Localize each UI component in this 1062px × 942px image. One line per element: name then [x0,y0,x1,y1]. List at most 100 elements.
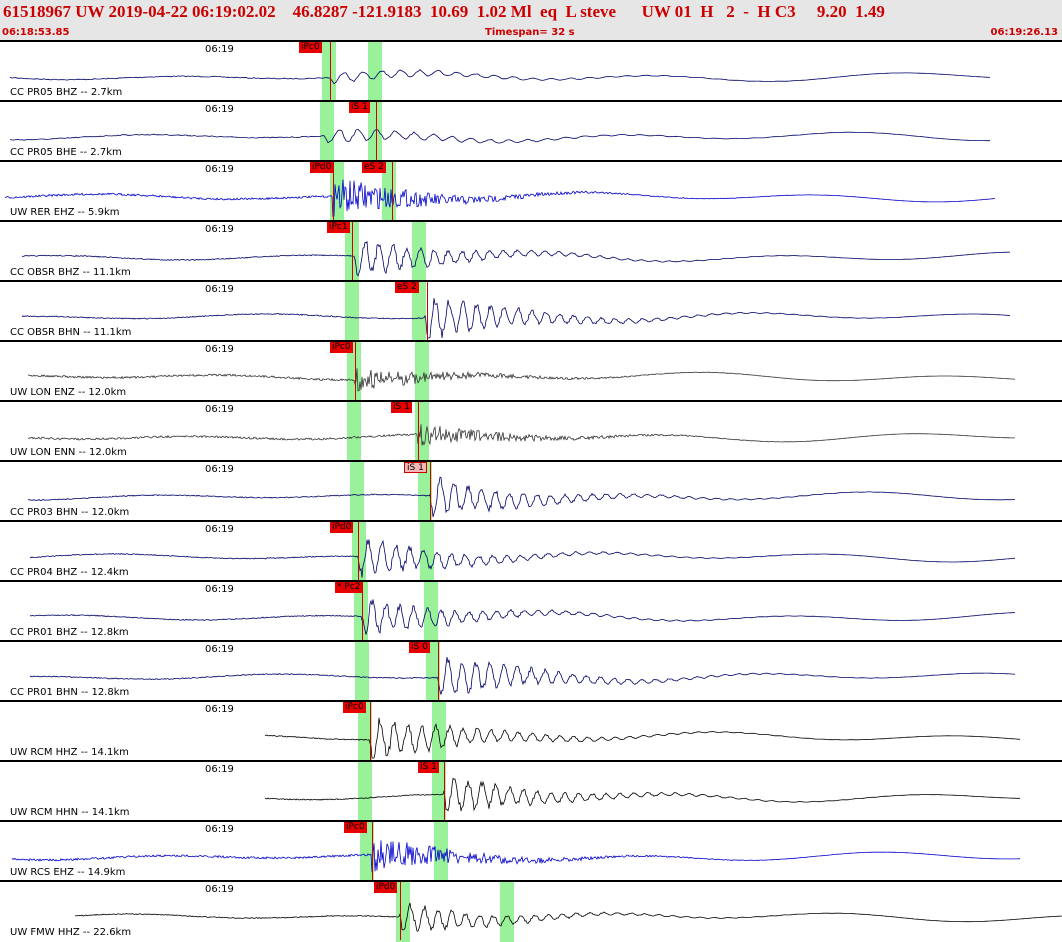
panel-time-label: 06:19 [205,404,234,415]
pick-marker-line[interactable] [418,402,419,460]
phase-pick-label[interactable]: iS 1 [391,402,412,413]
pick-marker-line[interactable] [352,222,353,280]
trace-panel[interactable]: iPc0 06:19 UW RCS EHZ -- 14.9km [0,820,1062,882]
phase-pick-label[interactable]: iPd0 [374,882,398,893]
phase-pick-label[interactable]: iPc0 [343,702,366,713]
trace-panel[interactable]: iPd0 06:19 UW FMW HHZ -- 22.6km [0,880,1062,942]
phase-pick-label[interactable]: iPd0 [310,162,334,173]
pick-window-band [368,102,382,162]
pick-marker-line[interactable] [427,282,428,340]
channel-label: UW RCS EHZ -- 14.9km [10,867,126,878]
panel-time-label: 06:19 [205,104,234,115]
channel-label: UW LON ENZ -- 12.0km [10,387,127,398]
pick-marker-line[interactable] [355,342,356,400]
panel-time-label: 06:19 [205,524,234,535]
trace-panel[interactable]: iPc0 06:19 UW RCM HHZ -- 14.1km [0,700,1062,762]
trace-panel[interactable]: iS 0 06:19 CC PR01 BHN -- 12.8km [0,640,1062,702]
pick-window-band [320,102,334,162]
channel-label: CC PR03 BHN -- 12.0km [10,507,130,518]
phase-pick-label[interactable]: * Pc2 [335,582,363,593]
pick-window-band [368,42,382,102]
panel-time-label: 06:19 [205,284,234,295]
pick-marker-line[interactable] [400,882,401,940]
phase-pick-label[interactable]: iPd0 [330,522,354,533]
channel-label: UW RCM HHN -- 14.1km [10,807,130,818]
channel-label: UW LON ENN -- 12.0km [10,447,127,458]
phase-pick-label[interactable]: iS 1 [404,462,427,473]
channel-label: CC PR04 BHZ -- 12.4km [10,567,129,578]
waveform-trace [29,657,1016,695]
waveform-trace [74,902,1062,932]
waveform-trace [4,179,996,218]
pick-marker-line[interactable] [438,642,439,700]
pick-window-band [412,222,426,282]
phase-pick-label[interactable]: iPc0 [344,822,367,833]
channel-label: CC OBSR BHZ -- 11.1km [10,267,131,278]
phase-pick-label[interactable]: iPc0 [299,42,322,53]
trace-panel[interactable]: iS 1 06:19 UW LON ENN -- 12.0km [0,400,1062,462]
channel-label: UW RCM HHZ -- 14.1km [10,747,129,758]
pick-window-band [358,762,372,822]
pick-marker-line[interactable] [362,582,363,640]
waveform-trace [30,539,1016,578]
phase-pick-label[interactable]: iS 0 [409,642,430,653]
channel-label: CC PR05 BHE -- 2.7km [10,147,122,158]
trace-panel[interactable]: * Pc2 06:19 CC PR01 BHZ -- 12.8km [0,580,1062,642]
panel-time-label: 06:19 [205,344,234,355]
trace-panel[interactable]: iS 1 06:19 CC PR05 BHE -- 2.7km [0,100,1062,162]
phase-pick-label[interactable]: iS 1 [349,102,370,113]
panel-time-label: 06:19 [205,44,234,55]
waveform-trace [264,717,1021,759]
pick-marker-line[interactable] [376,102,377,160]
phase-pick-label[interactable]: eS 2 [395,282,419,293]
trace-panel[interactable]: iS 1 06:19 CC PR03 BHN -- 12.0km [0,460,1062,522]
pick-window-band [396,882,410,942]
trace-panel[interactable]: iPc0 06:19 UW LON ENZ -- 12.0km [0,340,1062,402]
pick-window-band [412,282,426,342]
event-summary: 61518967 UW 2019-04-22 06:19:02.02 46.82… [3,2,885,21]
pick-window-band [358,702,372,762]
waveform-trace [29,599,1015,635]
pick-window-band [426,642,440,702]
phase-pick-label[interactable]: eS 2 [362,162,386,173]
trace-panel[interactable]: iPd0 eS 2 06:19 UW RER EHZ -- 5.9km [0,160,1062,222]
panel-time-label: 06:19 [205,464,234,475]
channel-label: CC PR01 BHN -- 12.8km [10,687,130,698]
event-header: 61518967 UW 2019-04-22 06:19:02.02 46.82… [0,0,1062,40]
panel-time-label: 06:19 [205,704,234,715]
trace-panel[interactable]: iPd0 06:19 CC PR04 BHZ -- 12.4km [0,520,1062,582]
end-time: 06:19:26.13 [990,27,1058,38]
phase-pick-label[interactable]: iPc0 [330,342,353,353]
trace-panel[interactable]: iPc0 06:19 CC PR05 BHZ -- 2.7km [0,40,1062,102]
pick-marker-line[interactable] [330,42,331,100]
pick-marker-line[interactable] [430,462,431,520]
pick-marker-line[interactable] [370,702,371,760]
panel-time-label: 06:19 [205,764,234,775]
pick-window-band [415,342,429,402]
channel-label: CC PR01 BHZ -- 12.8km [10,627,129,638]
panel-time-label: 06:19 [205,824,234,835]
pick-marker-line[interactable] [372,822,373,880]
pick-marker-line[interactable] [333,162,334,220]
waveform-trace [264,777,1020,812]
trace-panel[interactable]: iS 1 06:19 UW RCM HHN -- 14.1km [0,760,1062,822]
pick-marker-line[interactable] [358,522,359,580]
pick-window-band [355,642,369,702]
waveform-trace [9,128,990,144]
trace-panel[interactable]: eS 2 06:19 CC OBSR BHN -- 11.1km [0,280,1062,342]
phase-pick-label[interactable]: iPc1 [327,222,350,233]
waveform-trace [21,240,1010,277]
phase-pick-label[interactable]: iS 1 [418,762,439,773]
timespan: Timespan= 32 s [485,27,575,38]
pick-marker-line[interactable] [444,762,445,820]
channel-label: UW FMW HHZ -- 22.6km [10,927,132,938]
trace-panel[interactable]: iPc1 06:19 CC OBSR BHZ -- 11.1km [0,220,1062,282]
waveform-panels[interactable]: iPc0 06:19 CC PR05 BHZ -- 2.7km iS 1 06:19 CC… [0,40,1062,942]
waveform-trace [27,424,1016,446]
pick-marker-line[interactable] [392,162,393,220]
waveform-trace [11,840,1020,873]
pick-window-band [424,582,438,642]
waveform-trace [21,298,1010,339]
pick-window-band [418,462,432,522]
pick-window-band [345,282,359,342]
